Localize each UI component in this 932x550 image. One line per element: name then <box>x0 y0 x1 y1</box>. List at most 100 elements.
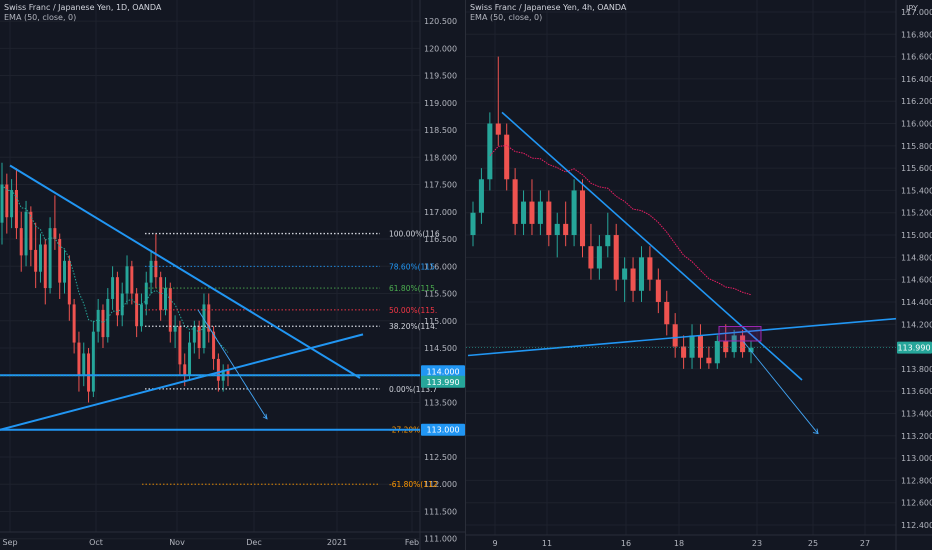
price-tick-label: 115.400 <box>901 186 932 195</box>
price-tag <box>421 365 465 378</box>
candle-body <box>613 235 619 280</box>
price-tick-label: 111.500 <box>424 507 457 516</box>
price-tick-label: 113.400 <box>901 409 932 418</box>
4h-chart-title: Swiss Franc / Japanese Yen, 4h, OANDA <box>470 3 627 12</box>
price-tick-label: 112.600 <box>901 499 932 508</box>
ema-line <box>489 144 752 296</box>
candle-body <box>154 260 158 278</box>
price-tick-label: 117.000 <box>424 208 457 217</box>
candle-body <box>120 293 124 316</box>
candle-body <box>226 369 230 376</box>
candle-body <box>554 223 560 236</box>
4h-ema-indicator-label[interactable]: EMA (50, close, 0) <box>470 13 543 22</box>
candle-body <box>48 228 52 289</box>
daily-chart-pane[interactable]: 120.500 120.000 119.500 119.000 118.500 118.0… <box>0 0 466 550</box>
candle-body <box>495 123 501 135</box>
projection-arrowhead <box>812 428 819 435</box>
candle-body <box>29 211 33 250</box>
candle-body <box>115 277 119 316</box>
fib-level-label: -61.80%(112 <box>389 480 438 489</box>
candle-body <box>571 190 577 236</box>
projection-arrow-line[interactable] <box>742 340 819 434</box>
candle-body <box>178 326 182 365</box>
price-tag-label: 113.990 <box>897 344 930 353</box>
ascending-trendline[interactable] <box>467 317 897 357</box>
ascending-trendline[interactable] <box>0 333 364 431</box>
price-axis[interactable] <box>420 0 466 550</box>
candle-body <box>529 201 535 224</box>
candle-body <box>546 201 552 236</box>
candle-body <box>144 282 148 305</box>
currency-label: JPY <box>905 4 918 13</box>
time-tick-label: Dec <box>246 538 261 547</box>
candle-body <box>714 340 720 364</box>
time-tick-label: 23 <box>752 539 762 548</box>
time-tick-label: 25 <box>808 539 818 548</box>
candle-body <box>82 353 86 376</box>
candle-body <box>111 277 115 299</box>
candle-body <box>58 239 62 283</box>
price-tick-label: 114.400 <box>901 298 932 307</box>
candle-body <box>135 293 139 327</box>
price-tick-label: 115.000 <box>424 317 457 326</box>
candle-body <box>672 324 678 347</box>
candle-body <box>10 189 14 218</box>
descending-trendline[interactable] <box>9 164 361 379</box>
candle-body <box>67 260 71 305</box>
candle-body <box>647 257 653 280</box>
price-tick-label: 116.500 <box>424 235 457 244</box>
supply-zone-box[interactable] <box>718 325 762 342</box>
pane-divider[interactable] <box>465 0 466 550</box>
candle-body <box>596 246 602 269</box>
price-tick-label: 116.200 <box>901 97 932 106</box>
candle-body <box>630 268 636 291</box>
candle-body <box>163 288 167 310</box>
candle-body <box>655 279 661 302</box>
price-tick-label: 111.000 <box>424 535 457 544</box>
candle-body <box>664 301 670 325</box>
price-tick-label: 113.800 <box>901 365 932 374</box>
price-tag-label: 113.000 <box>426 426 459 435</box>
price-tick-label: 113.600 <box>901 387 932 396</box>
projection-arrow-line[interactable] <box>197 309 268 420</box>
candle-body <box>72 304 76 343</box>
candle-body <box>101 309 105 338</box>
time-tick-label: 27 <box>860 539 870 548</box>
candle-body <box>38 244 42 272</box>
fib-level-label: 50.00%(115. <box>389 306 437 315</box>
candle-body <box>14 189 18 229</box>
candle-body <box>24 211 28 256</box>
candle-body <box>96 309 100 332</box>
fib-level-label: 78.60%(115. <box>389 262 437 271</box>
price-tick-label: 112.500 <box>424 453 457 462</box>
daily-ema-indicator-label[interactable]: EMA (50, close, 0) <box>4 13 77 22</box>
candle-body <box>588 246 594 269</box>
price-tick-label: 116.600 <box>901 53 932 62</box>
price-tag-label: 114.000 <box>426 367 459 376</box>
candle-body <box>63 260 67 283</box>
candle-body <box>521 201 527 224</box>
candle-body <box>19 228 23 256</box>
time-tick-label: 18 <box>674 539 684 548</box>
candle-body <box>478 179 484 213</box>
price-tick-label: 115.600 <box>901 164 932 173</box>
candle-body <box>723 340 729 353</box>
price-tick-label: 113.500 <box>424 399 457 408</box>
price-tick-label: 114.600 <box>901 276 932 285</box>
candle-body <box>53 228 57 240</box>
price-tick-label: 114.200 <box>901 320 932 329</box>
candle-body <box>512 179 518 224</box>
daily-chart-canvas[interactable]: 120.500 120.000 119.500 119.000 118.500 118.0… <box>0 0 466 550</box>
candle-body <box>487 123 493 180</box>
price-tick-label: 113.200 <box>901 432 932 441</box>
candle-body <box>125 266 129 294</box>
candle-body <box>188 342 192 376</box>
4h-chart-pane[interactable]: JPY 117.000 116.800 116.600 116.400 116.200 11… <box>466 0 932 550</box>
candle-body <box>34 249 38 272</box>
daily-chart-title: Swiss Franc / Japanese Yen, 1D, OANDA <box>4 3 162 12</box>
price-tick-label: 119.000 <box>424 99 457 108</box>
candle-body <box>139 304 143 327</box>
descending-trendline[interactable] <box>501 111 803 381</box>
candle-body <box>87 353 91 392</box>
